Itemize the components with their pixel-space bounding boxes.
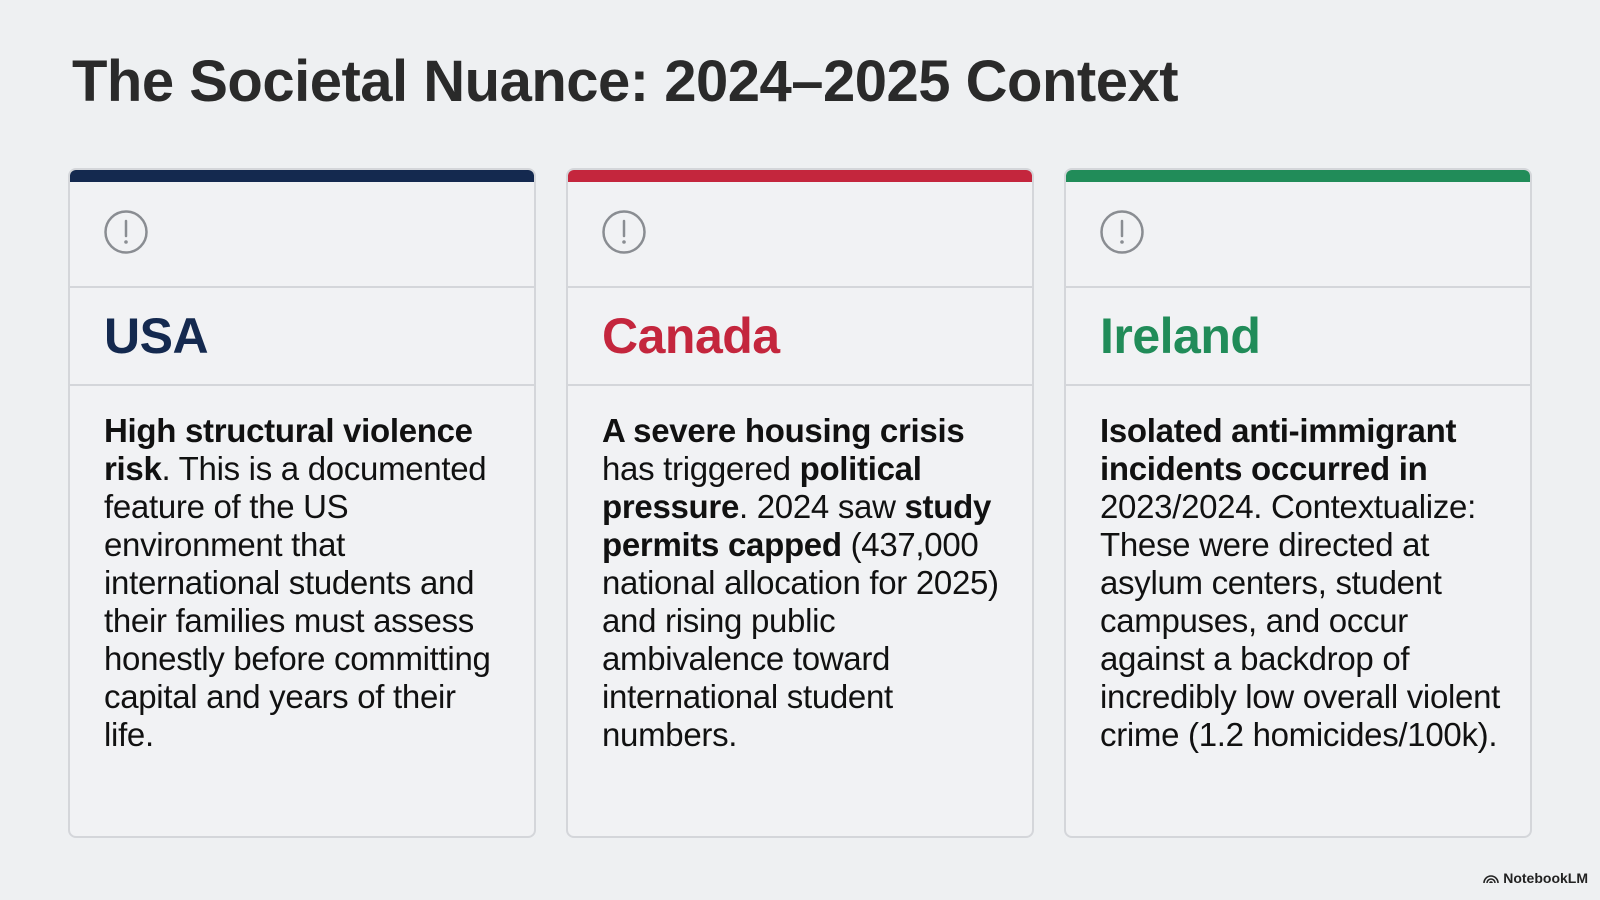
icon-row xyxy=(70,182,534,288)
card-body: A severe housing crisis has triggered po… xyxy=(568,386,1032,754)
accent-bar xyxy=(70,170,534,182)
alert-icon xyxy=(1100,210,1144,254)
footer: NotebookLM xyxy=(1483,870,1588,886)
card: Ireland Isolated anti-immigrant incidents… xyxy=(1064,168,1532,838)
accent-bar xyxy=(568,170,1032,182)
card: USA High structural violence risk. This i… xyxy=(68,168,536,838)
country-name: Ireland xyxy=(1066,288,1530,386)
body-text: (437,000 national allocation for 2025) a… xyxy=(602,526,999,753)
card-row: USA High structural violence risk. This i… xyxy=(68,168,1532,838)
alert-icon xyxy=(602,210,646,254)
card: Canada A severe housing crisis has trigge… xyxy=(566,168,1034,838)
card-body: High structural violence risk. This is a… xyxy=(70,386,534,754)
bold-text: political pressure xyxy=(602,450,922,525)
bold-text: High structural violence risk xyxy=(104,412,473,487)
slide-title: The Societal Nuance: 2024–2025 Context xyxy=(72,49,1179,114)
bold-text: study permits capped xyxy=(602,488,992,563)
icon-row xyxy=(568,182,1032,288)
brand-icon xyxy=(1483,875,1500,884)
accent-bar xyxy=(1066,170,1530,182)
icon-row xyxy=(1066,182,1530,288)
bold-text: Isolated anti-immigrant incidents occurr… xyxy=(1100,412,1457,487)
body-text: has triggered xyxy=(602,450,800,487)
body-text: 2023/2024. Contextualize: These were dir… xyxy=(1100,488,1501,753)
body-text: . 2024 saw xyxy=(739,488,905,525)
alert-icon xyxy=(104,210,148,254)
bold-text: A severe housing crisis xyxy=(602,412,965,449)
body-text: . This is a documented feature of the US… xyxy=(104,450,491,753)
country-name: USA xyxy=(70,288,534,386)
country-name: Canada xyxy=(568,288,1032,386)
brand: NotebookLM xyxy=(1503,870,1588,886)
card-body: Isolated anti-immigrant incidents occurr… xyxy=(1066,386,1530,754)
